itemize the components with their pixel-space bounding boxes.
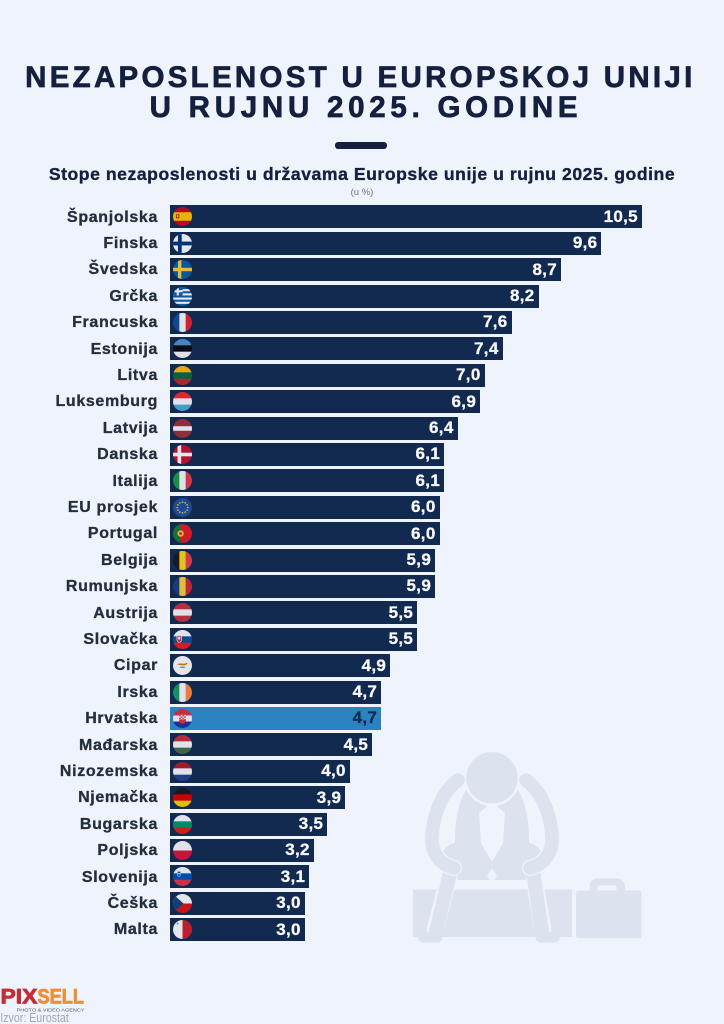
svg-text:PIX: PIX	[1, 986, 38, 1009]
svg-text:PHOTO & VIDEO AGENCY: PHOTO & VIDEO AGENCY	[17, 1008, 85, 1013]
svg-text:SELL: SELL	[38, 986, 85, 1009]
svg-text:Izvor: Eurostat: Izvor: Eurostat	[0, 1010, 69, 1024]
